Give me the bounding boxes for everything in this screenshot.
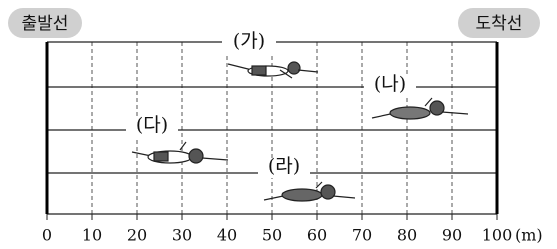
- tick-label: 70: [352, 226, 372, 245]
- diagram: 출발선 도착선 (가) (나) (다) (라): [0, 0, 557, 249]
- lane-label: (가): [233, 30, 265, 52]
- tick-label: 100: [482, 226, 513, 245]
- swimmer: [264, 182, 355, 201]
- tick-label: 30: [172, 226, 192, 245]
- tick-label: 90: [442, 226, 462, 245]
- lane-label: (다): [136, 114, 168, 136]
- swimmer: [372, 98, 468, 119]
- lane-label: (나): [374, 73, 406, 95]
- start-label: 출발선: [22, 14, 69, 34]
- tick-label: 0: [42, 226, 52, 245]
- tick-label: 20: [127, 226, 147, 245]
- finish-label: 도착선: [476, 14, 523, 34]
- tick-label: 50: [262, 226, 282, 245]
- tick-label: 80: [397, 226, 417, 245]
- swimmer: [132, 142, 228, 163]
- tick-label: 10: [82, 226, 102, 245]
- swimmer: [228, 62, 318, 78]
- tick-label: 40: [217, 226, 237, 245]
- tick-label: 60: [307, 226, 327, 245]
- lane-label: (라): [268, 155, 300, 177]
- axis-unit: (m): [515, 226, 543, 245]
